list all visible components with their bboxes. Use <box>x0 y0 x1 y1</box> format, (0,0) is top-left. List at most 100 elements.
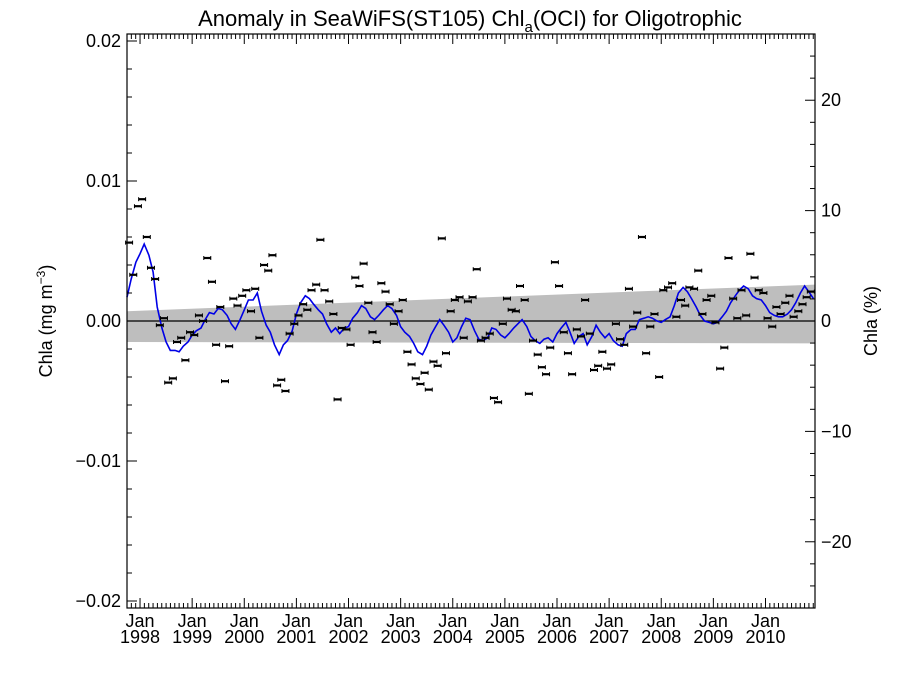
anomaly-point <box>359 261 368 266</box>
anomaly-point <box>785 293 794 298</box>
anomaly-point <box>325 299 334 304</box>
anomaly-point <box>472 267 481 272</box>
anomaly-point <box>659 288 668 293</box>
anomaly-point <box>377 281 386 286</box>
x-axis-tick-year: 2007 <box>589 627 629 647</box>
anomaly-point <box>603 366 612 371</box>
anomaly-point <box>481 335 490 340</box>
anomaly-point <box>220 379 229 384</box>
anomaly-point <box>294 313 303 318</box>
anomaly-point <box>203 256 212 260</box>
anomaly-point <box>160 316 169 321</box>
anomaly-point <box>285 331 294 336</box>
anomaly-point <box>199 319 208 323</box>
anomaly-point <box>494 400 503 405</box>
anomaly-point <box>681 303 690 308</box>
anomaly-point <box>168 376 177 381</box>
anomaly-point <box>668 281 677 286</box>
y-axis-left-tick-label: 0.00 <box>86 311 121 331</box>
anomaly-point <box>529 338 538 343</box>
x-axis-tick-year: 2000 <box>224 627 264 647</box>
y-axis-left-title-superscript: −3 <box>34 270 48 284</box>
anomaly-point <box>268 253 277 258</box>
anomaly-point <box>468 295 477 300</box>
x-axis-tick-year: 1998 <box>120 627 160 647</box>
anomaly-point <box>233 303 242 308</box>
anomaly-point <box>616 337 625 342</box>
anomaly-point <box>342 327 351 332</box>
x-axis-tick-year: 2003 <box>381 627 421 647</box>
anomaly-point <box>429 359 438 364</box>
anomaly-point <box>333 397 342 402</box>
x-axis-tick-year: 2006 <box>537 627 577 647</box>
y-axis-left-title-text: Chla (mg m <box>36 284 56 377</box>
y-axis-right-tick-label: 20 <box>821 90 841 110</box>
anomaly-point <box>346 342 355 347</box>
anomaly-point <box>463 299 472 304</box>
y-axis-right-tick-label: 0 <box>821 311 831 331</box>
anomaly-point <box>563 351 572 356</box>
anomaly-point <box>355 284 364 288</box>
anomaly-point <box>389 321 398 326</box>
y-axis-right-tick-label: −10 <box>821 421 852 441</box>
anomaly-point <box>372 340 381 344</box>
x-axis-tick-month: Jan <box>542 611 571 631</box>
anomaly-point <box>364 300 373 305</box>
anomaly-point <box>255 335 264 340</box>
y-axis-right-tick-label: 10 <box>821 201 841 221</box>
anomaly-point <box>320 288 329 293</box>
anomaly-point <box>498 321 507 326</box>
y-axis-right: 20 10 0 −10 −20 <box>805 33 852 609</box>
x-axis-tick-month: Jan <box>595 611 624 631</box>
anomaly-point <box>620 342 629 347</box>
anomaly-point <box>316 237 325 242</box>
anomaly-point <box>424 387 433 392</box>
anomaly-point <box>707 293 716 298</box>
anomaly-point <box>672 314 681 319</box>
monthly-anomaly-points <box>125 197 815 405</box>
anomaly-point <box>559 330 568 335</box>
anomaly-point <box>694 268 703 273</box>
anomaly-point <box>381 289 390 294</box>
y-axis-right-tick-label: −20 <box>821 532 852 552</box>
anomaly-point <box>550 260 559 265</box>
anomaly-point <box>798 302 807 307</box>
anomaly-point <box>650 312 659 316</box>
anomaly-point <box>646 324 655 329</box>
anomaly-point <box>146 265 155 270</box>
anomaly-point <box>368 330 377 335</box>
anomaly-point <box>247 309 256 314</box>
x-axis: Jan1998Jan1999Jan2000Jan2001Jan2002Jan20… <box>120 34 814 647</box>
anomaly-point <box>277 377 286 382</box>
anomaly-point <box>476 338 485 343</box>
anomaly-point <box>186 330 195 335</box>
anomaly-point <box>142 235 151 239</box>
anomaly-point <box>138 197 147 202</box>
anomaly-point <box>555 284 564 288</box>
anomaly-point <box>759 291 768 295</box>
anomaly-point <box>763 316 772 321</box>
anomaly-point <box>242 288 251 293</box>
x-axis-tick-month: Jan <box>334 611 363 631</box>
x-axis-tick-month: Jan <box>699 611 728 631</box>
chart-title-prefix: Anomaly in SeaWiFS(ST105) Chl <box>198 6 524 31</box>
anomaly-point <box>133 204 142 209</box>
anomaly-point <box>690 286 699 291</box>
y-axis-left: 0.02 0.01 0.00 −0.01 −0.02 <box>75 31 137 611</box>
x-axis-tick-month: Jan <box>751 611 780 631</box>
anomaly-point <box>151 277 160 281</box>
x-axis-tick-year: 2005 <box>485 627 525 647</box>
anomaly-point <box>455 295 464 300</box>
anomaly-point <box>716 366 725 371</box>
anomaly-point <box>489 396 498 400</box>
anomaly-point <box>207 279 216 284</box>
x-axis-tick-year: 1999 <box>172 627 212 647</box>
